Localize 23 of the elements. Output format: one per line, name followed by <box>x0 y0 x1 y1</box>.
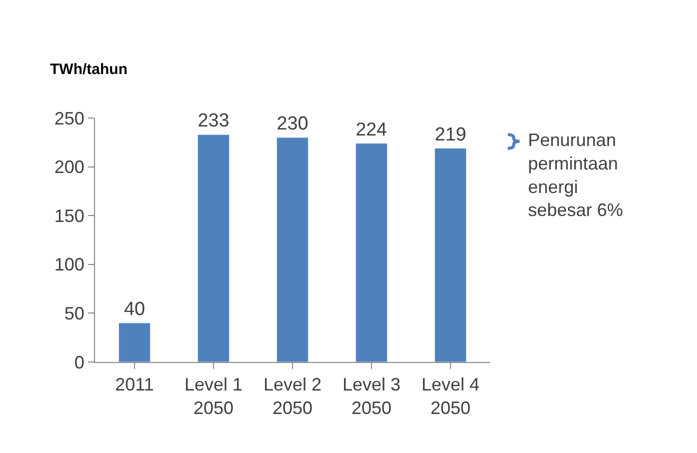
bar <box>276 137 309 362</box>
bar <box>118 322 151 362</box>
x-tick-label: 2011 <box>115 374 154 395</box>
x-tick-label: Level 2 2050 <box>263 374 322 418</box>
bar <box>355 143 388 362</box>
y-tick-label: 150 <box>54 206 84 226</box>
text: Penurunan permintaan energi sebesar 6% <box>528 130 624 220</box>
data-label: 224 <box>356 118 387 140</box>
bar <box>434 148 467 362</box>
data-label: 40 <box>124 298 146 320</box>
x-tick-label: Level 4 2050 <box>421 374 480 418</box>
x-tick-label: Level 1 2050 <box>184 374 243 418</box>
data-label: 230 <box>276 114 308 135</box>
y-tick-label: 200 <box>54 157 84 178</box>
bar <box>197 134 230 362</box>
x-tick-label: Level 3 2050 <box>342 374 401 418</box>
y-tick-label: 50 <box>64 304 84 324</box>
y-tick-label: 100 <box>54 254 84 275</box>
y-tick-label: 250 <box>54 108 84 128</box>
data-label: 233 <box>198 110 230 132</box>
data-label: 219 <box>434 124 466 146</box>
y-tick-label: 0 <box>74 352 84 372</box>
y-axis-title: TWh/tahun <box>50 61 128 78</box>
